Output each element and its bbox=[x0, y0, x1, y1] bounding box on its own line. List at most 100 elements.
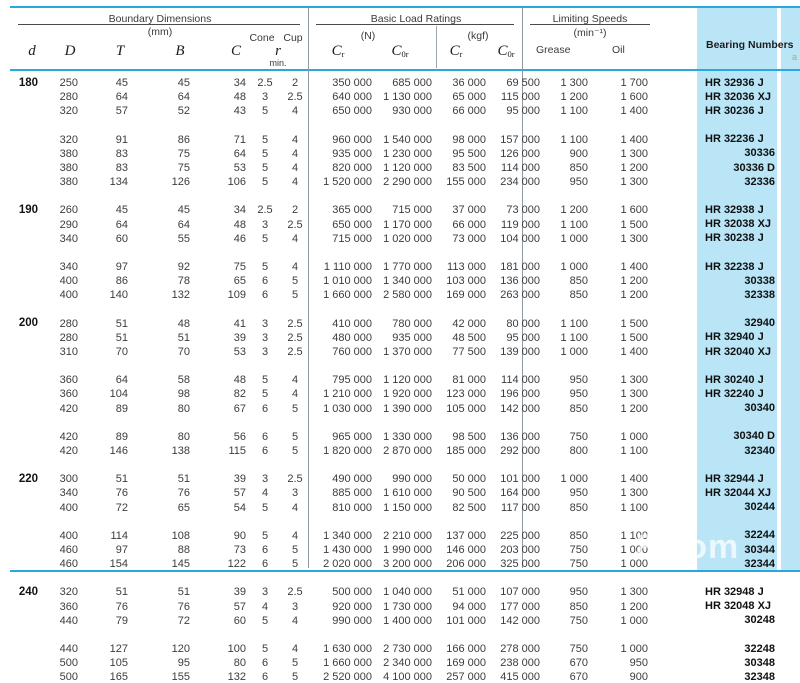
cell-c0r-n: 1 540 000 bbox=[383, 133, 432, 146]
cell-d: 360 bbox=[59, 388, 78, 401]
cell-bearing-number: 30244 bbox=[744, 501, 775, 514]
cell-c: 122 bbox=[227, 558, 246, 571]
cell-t: 45 bbox=[115, 204, 128, 217]
cell-oil: 1 200 bbox=[620, 402, 648, 415]
cell-bearing-number: HR 32048 XJ bbox=[705, 600, 772, 613]
cell-c: 46 bbox=[233, 232, 246, 245]
cell-b: 72 bbox=[177, 614, 190, 627]
cell-b: 80 bbox=[177, 402, 190, 415]
cell-oil: 1 200 bbox=[620, 600, 648, 613]
cell-c0r-n: 1 040 000 bbox=[383, 586, 432, 599]
cell-grease: 1 100 bbox=[560, 317, 588, 330]
cell-c0r-kgf: 196 000 bbox=[500, 388, 540, 401]
cell-c0r-kgf: 203 000 bbox=[500, 544, 540, 556]
cell-b: 51 bbox=[177, 473, 190, 486]
cell-c0r-n: 685 000 bbox=[392, 77, 432, 89]
cell-cone: 5 bbox=[261, 105, 269, 118]
cell-cup: 2.5 bbox=[287, 218, 303, 231]
cell-c0r-kgf: 95 000 bbox=[506, 105, 540, 118]
cell-bearing-number: 32940 bbox=[744, 317, 775, 330]
cell-cone: 5 bbox=[261, 643, 269, 655]
cell-d: 380 bbox=[59, 147, 78, 160]
cell-c0r-kgf: 136 000 bbox=[500, 430, 540, 443]
cell-bearing-number: 30338 bbox=[744, 274, 775, 287]
cell-cr-n: 990 000 bbox=[332, 614, 372, 627]
cell-d: 380 bbox=[59, 162, 78, 174]
cell-c: 60 bbox=[233, 614, 246, 627]
cell-d: 280 bbox=[59, 317, 78, 330]
cell-grease: 850 bbox=[569, 162, 588, 174]
cell-b: 108 bbox=[171, 529, 190, 542]
underline-basic-load-ratings bbox=[316, 24, 514, 25]
cell-cr-n: 1 660 000 bbox=[323, 657, 372, 670]
cell-oil: 1 400 bbox=[620, 261, 648, 273]
cell-c0r-kgf: 177 000 bbox=[500, 600, 540, 613]
cell-oil: 1 300 bbox=[620, 388, 648, 401]
cell-bearing-number: HR 32040 XJ bbox=[705, 345, 772, 358]
cell-t: 83 bbox=[115, 162, 128, 174]
group-unit-min: (min⁻¹) bbox=[573, 27, 607, 39]
cell-cone: 6 bbox=[261, 671, 269, 683]
cell-oil: 900 bbox=[629, 671, 648, 683]
cell-cup: 4 bbox=[291, 133, 299, 146]
cell-oil: 1 000 bbox=[620, 643, 648, 655]
cell-t: 105 bbox=[109, 657, 128, 670]
cell-cr-kgf: 77 500 bbox=[452, 346, 486, 358]
cell-cr-kgf: 48 500 bbox=[452, 331, 486, 344]
cell-b: 48 bbox=[177, 317, 190, 330]
bearing-numbers-panel bbox=[697, 8, 777, 570]
cell-cr-kgf: 113 000 bbox=[447, 261, 486, 273]
cell-b: 64 bbox=[177, 91, 190, 104]
row-bore-diameter: 200 bbox=[18, 317, 38, 330]
cell-oil: 1 000 bbox=[620, 544, 648, 556]
cell-c0r-n: 1 120 000 bbox=[383, 162, 432, 174]
cell-bearing-number: HR 32036 XJ bbox=[705, 90, 772, 103]
cell-b: 75 bbox=[177, 147, 190, 160]
cell-c0r-kgf: 164 000 bbox=[500, 487, 540, 500]
cell-cr-kgf: 103 000 bbox=[446, 275, 486, 288]
cell-t: 165 bbox=[109, 671, 128, 683]
cell-cr-kgf: 169 000 bbox=[446, 657, 486, 670]
cell-c0r-kgf: 225 000 bbox=[500, 529, 540, 542]
cell-c: 43 bbox=[233, 105, 246, 118]
cell-bearing-number: 30336 D bbox=[733, 161, 775, 174]
col-header-D: D bbox=[64, 43, 76, 59]
cell-t: 51 bbox=[115, 317, 128, 330]
cell-grease: 1 000 bbox=[560, 473, 588, 486]
rule-bottom-bearing bbox=[697, 570, 800, 572]
cell-t: 134 bbox=[109, 176, 128, 189]
cell-t: 64 bbox=[115, 91, 128, 104]
cell-c0r-kgf: 415 000 bbox=[500, 671, 540, 683]
cell-oil: 1 400 bbox=[620, 105, 648, 118]
cell-cup: 4 bbox=[291, 162, 299, 174]
right-edge-mark: a bbox=[792, 52, 798, 62]
cell-cr-kgf: 206 000 bbox=[446, 558, 486, 571]
cell-c: 100 bbox=[227, 643, 246, 655]
col-header-C0r-kgf: C0r bbox=[497, 43, 515, 59]
cell-cone: 5 bbox=[261, 261, 269, 273]
cell-d: 400 bbox=[59, 501, 78, 514]
cell-cone: 6 bbox=[261, 402, 269, 415]
cell-cone: 3 bbox=[261, 331, 269, 344]
cell-c: 34 bbox=[233, 77, 246, 89]
cell-c0r-kgf: 238 000 bbox=[500, 657, 540, 670]
cell-t: 86 bbox=[115, 275, 128, 288]
cell-t: 64 bbox=[115, 374, 128, 387]
cell-cr-n: 1 520 000 bbox=[323, 176, 372, 189]
cell-oil: 1 300 bbox=[620, 176, 648, 189]
cell-d: 440 bbox=[59, 614, 78, 627]
cell-d: 460 bbox=[59, 544, 78, 556]
group-title-basic-load-ratings: Basic Load Ratings bbox=[370, 13, 462, 25]
cell-c: 64 bbox=[233, 147, 246, 160]
group-title-bearing-numbers: Bearing Numbers bbox=[706, 39, 794, 51]
cell-c0r-n: 4 100 000 bbox=[383, 671, 432, 683]
cell-cup: 5 bbox=[291, 657, 299, 670]
cell-cup: 4 bbox=[291, 374, 299, 387]
cell-c0r-kgf: 157 000 bbox=[500, 133, 540, 146]
cell-bearing-number: HR 32236 J bbox=[705, 133, 764, 146]
cell-b: 51 bbox=[177, 586, 190, 599]
cell-cr-kgf: 95 500 bbox=[452, 147, 486, 160]
underline-limiting-speeds bbox=[530, 24, 650, 25]
cell-cr-kgf: 36 000 bbox=[452, 77, 486, 89]
row-bore-diameter: 220 bbox=[18, 472, 38, 485]
